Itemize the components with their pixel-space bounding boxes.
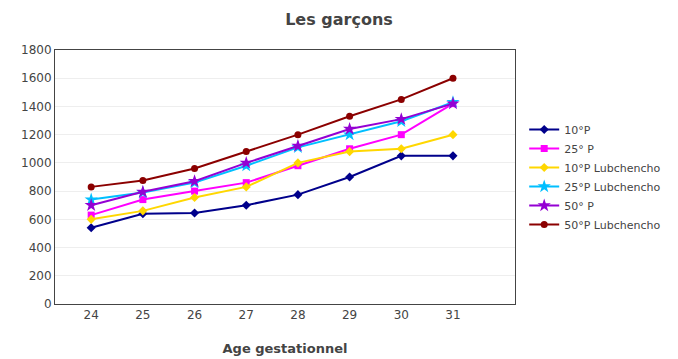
svg-text:25° P: 25° P [564, 143, 594, 156]
svg-text:28: 28 [290, 308, 305, 322]
svg-text:0: 0 [44, 297, 52, 311]
svg-text:29: 29 [342, 308, 357, 322]
svg-text:30: 30 [394, 308, 409, 322]
svg-text:25: 25 [135, 308, 150, 322]
svg-text:27: 27 [239, 308, 254, 322]
svg-text:31: 31 [445, 308, 460, 322]
svg-text:10°P: 10°P [564, 124, 590, 137]
svg-text:Les garçons: Les garçons [285, 10, 393, 29]
svg-text:50°P Lubchencho: 50°P Lubchencho [564, 219, 660, 232]
svg-text:1200: 1200 [21, 128, 52, 142]
svg-text:Age gestationnel: Age gestationnel [223, 341, 348, 356]
svg-text:25°P Lubchencho: 25°P Lubchencho [564, 181, 660, 194]
svg-text:1600: 1600 [21, 71, 52, 85]
svg-text:10°P Lubchencho: 10°P Lubchencho [564, 162, 660, 175]
svg-text:1400: 1400 [21, 100, 52, 114]
svg-text:24: 24 [84, 308, 99, 322]
svg-text:1000: 1000 [21, 156, 52, 170]
svg-text:26: 26 [187, 308, 202, 322]
svg-text:50° P: 50° P [564, 200, 594, 213]
svg-text:1800: 1800 [21, 43, 52, 57]
svg-text:400: 400 [29, 241, 52, 255]
svg-text:800: 800 [29, 184, 52, 198]
svg-text:200: 200 [29, 269, 52, 283]
svg-text:600: 600 [29, 213, 52, 227]
